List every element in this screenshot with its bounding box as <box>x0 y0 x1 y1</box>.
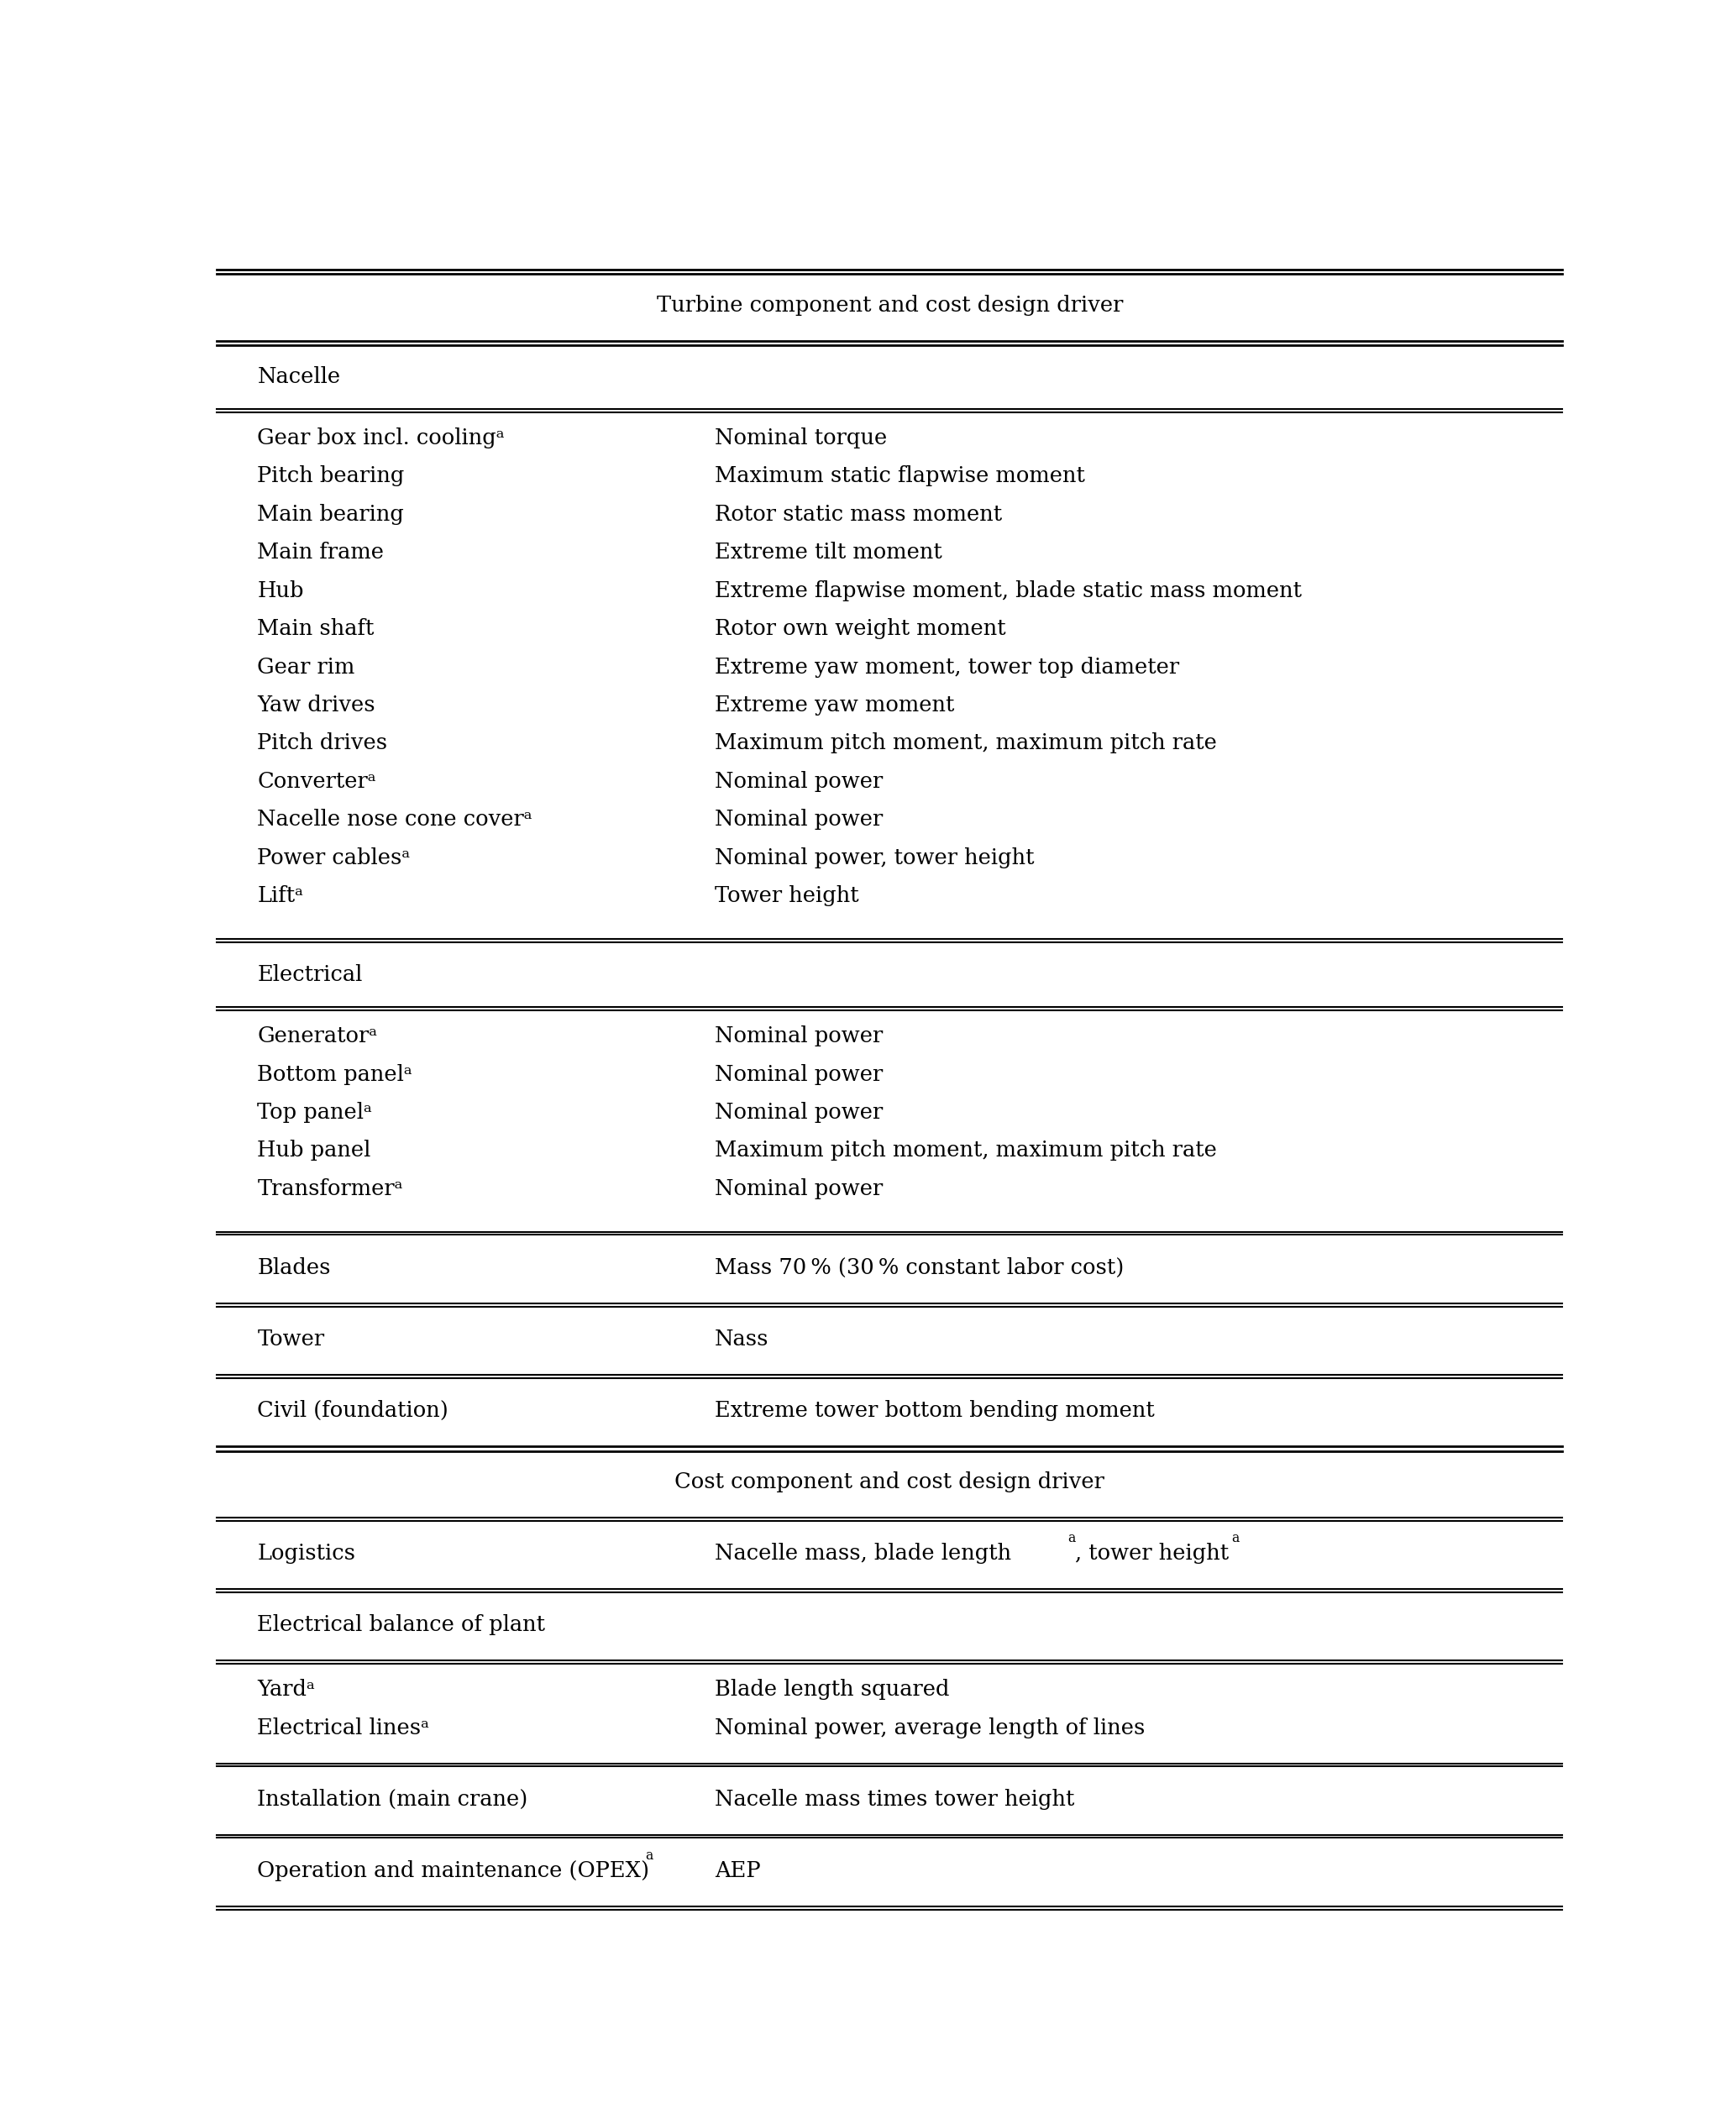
Text: Converterᵃ: Converterᵃ <box>257 772 377 793</box>
Text: Generatorᵃ: Generatorᵃ <box>257 1027 377 1048</box>
Text: Installation (main crane): Installation (main crane) <box>257 1788 528 1809</box>
Text: Hub panel: Hub panel <box>257 1140 372 1162</box>
Text: Blades: Blades <box>257 1256 332 1277</box>
Text: Hub: Hub <box>257 580 304 601</box>
Text: Nominal power: Nominal power <box>715 1102 884 1124</box>
Text: Nominal power: Nominal power <box>715 772 884 793</box>
Text: a: a <box>644 1849 653 1863</box>
Text: a: a <box>1231 1530 1240 1545</box>
Text: Top panelᵃ: Top panelᵃ <box>257 1102 372 1124</box>
Text: AEP: AEP <box>715 1859 760 1880</box>
Text: Nass: Nass <box>715 1328 769 1349</box>
Text: Main frame: Main frame <box>257 542 384 563</box>
Text: Nominal torque: Nominal torque <box>715 428 887 449</box>
Text: a: a <box>1068 1530 1075 1545</box>
Text: Maximum pitch moment, maximum pitch rate: Maximum pitch moment, maximum pitch rate <box>715 1140 1217 1162</box>
Text: Main bearing: Main bearing <box>257 504 404 525</box>
Text: Extreme flapwise moment, blade static mass moment: Extreme flapwise moment, blade static ma… <box>715 580 1302 601</box>
Text: Logistics: Logistics <box>257 1543 356 1564</box>
Text: Nacelle mass, blade length: Nacelle mass, blade length <box>715 1543 1012 1564</box>
Text: Liftᵃ: Liftᵃ <box>257 885 304 906</box>
Text: Main shaft: Main shaft <box>257 618 375 639</box>
Text: Bottom panelᵃ: Bottom panelᵃ <box>257 1065 413 1086</box>
Text: Turbine component and cost design driver: Turbine component and cost design driver <box>656 295 1123 316</box>
Text: Extreme yaw moment: Extreme yaw moment <box>715 694 955 715</box>
Text: Extreme yaw moment, tower top diameter: Extreme yaw moment, tower top diameter <box>715 656 1179 677</box>
Text: Rotor static mass moment: Rotor static mass moment <box>715 504 1002 525</box>
Text: Nominal power: Nominal power <box>715 1178 884 1199</box>
Text: Pitch bearing: Pitch bearing <box>257 466 404 487</box>
Text: Nominal power: Nominal power <box>715 1065 884 1086</box>
Text: Yardᵃ: Yardᵃ <box>257 1678 316 1699</box>
Text: Tower: Tower <box>257 1328 325 1349</box>
Text: Gear box incl. coolingᵃ: Gear box incl. coolingᵃ <box>257 428 505 449</box>
Text: , tower height: , tower height <box>1075 1543 1229 1564</box>
Text: Power cablesᵃ: Power cablesᵃ <box>257 847 410 868</box>
Text: Nominal power, tower height: Nominal power, tower height <box>715 847 1035 868</box>
Text: Rotor own weight moment: Rotor own weight moment <box>715 618 1005 639</box>
Text: Nacelle nose cone coverᵃ: Nacelle nose cone coverᵃ <box>257 809 533 831</box>
Text: Nominal power, average length of lines: Nominal power, average length of lines <box>715 1718 1146 1739</box>
Text: Blade length squared: Blade length squared <box>715 1678 950 1699</box>
Text: Maximum static flapwise moment: Maximum static flapwise moment <box>715 466 1085 487</box>
Text: Extreme tilt moment: Extreme tilt moment <box>715 542 943 563</box>
Text: Mass 70 % (30 % constant labor cost): Mass 70 % (30 % constant labor cost) <box>715 1256 1123 1277</box>
Text: Extreme tower bottom bending moment: Extreme tower bottom bending moment <box>715 1400 1154 1421</box>
Text: Operation and maintenance (OPEX): Operation and maintenance (OPEX) <box>257 1859 649 1880</box>
Text: Yaw drives: Yaw drives <box>257 694 375 715</box>
Text: Nominal power: Nominal power <box>715 809 884 831</box>
Text: Nacelle: Nacelle <box>257 367 340 388</box>
Text: Electrical linesᵃ: Electrical linesᵃ <box>257 1718 429 1739</box>
Text: Gear rim: Gear rim <box>257 656 356 677</box>
Text: Maximum pitch moment, maximum pitch rate: Maximum pitch moment, maximum pitch rate <box>715 734 1217 755</box>
Text: Electrical balance of plant: Electrical balance of plant <box>257 1615 545 1636</box>
Text: Electrical: Electrical <box>257 963 363 984</box>
Text: Nominal power: Nominal power <box>715 1027 884 1048</box>
Text: Transformerᵃ: Transformerᵃ <box>257 1178 403 1199</box>
Text: Nacelle mass times tower height: Nacelle mass times tower height <box>715 1788 1075 1809</box>
Text: Pitch drives: Pitch drives <box>257 734 387 755</box>
Text: Cost component and cost design driver: Cost component and cost design driver <box>675 1471 1104 1492</box>
Text: Tower height: Tower height <box>715 885 859 906</box>
Text: Civil (foundation): Civil (foundation) <box>257 1400 448 1421</box>
